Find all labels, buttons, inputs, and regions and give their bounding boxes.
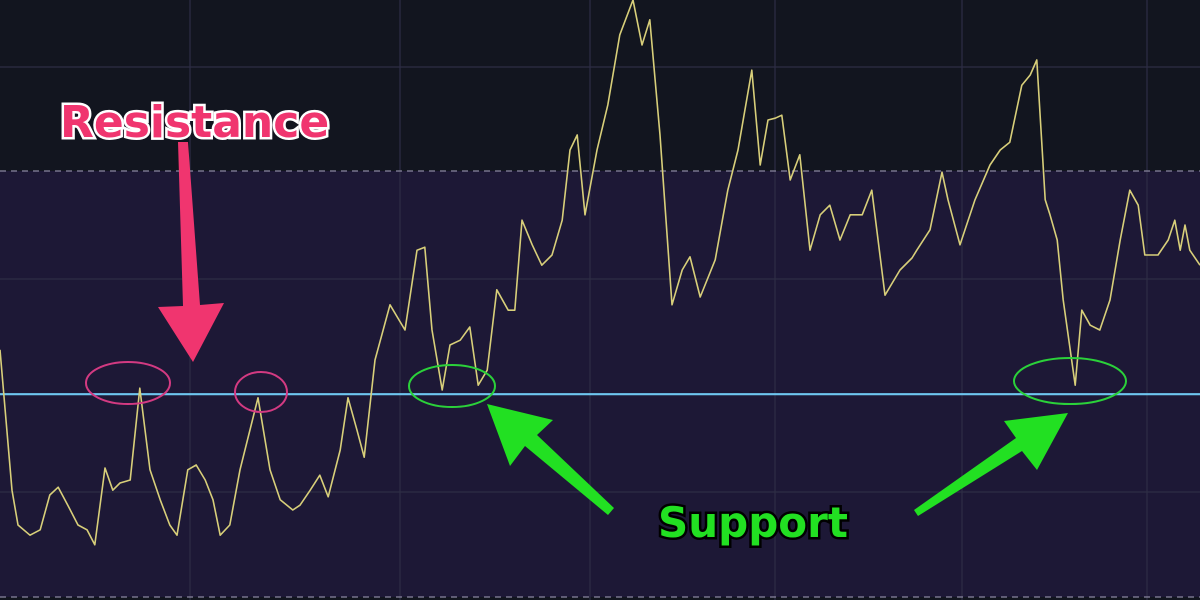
support-circle: [1013, 357, 1127, 405]
support-annotation: Support: [408, 357, 1127, 550]
support-arrow-icon: [914, 413, 1068, 516]
reference-lines: [0, 170, 1200, 598]
resistance-circle: [234, 371, 288, 413]
indicator-band: [0, 171, 1200, 597]
resistance-arrow-icon: [158, 142, 224, 362]
series-line: [0, 0, 1200, 546]
support-circle: [408, 364, 496, 408]
support-label: Support: [658, 498, 848, 547]
resistance-annotation: Resistance: [58, 95, 332, 413]
resistance-circle: [85, 361, 171, 405]
resistance-label: Resistance: [60, 97, 329, 148]
support-arrow-icon: [487, 404, 614, 515]
